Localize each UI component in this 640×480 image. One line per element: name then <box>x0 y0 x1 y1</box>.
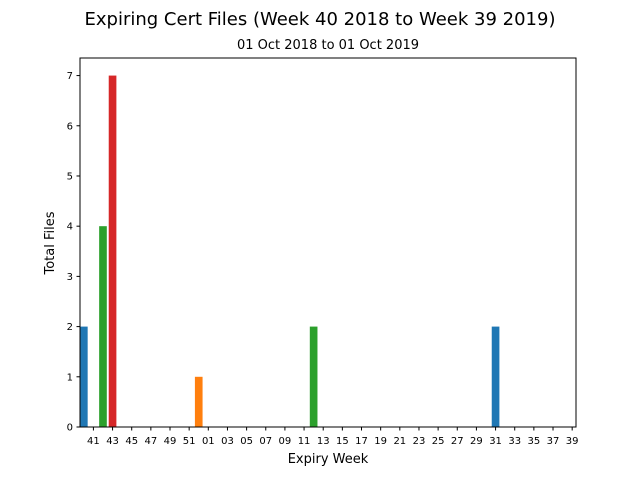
plot-frame <box>79 57 577 428</box>
x-tick-label: 33 <box>508 436 521 447</box>
x-tick-label: 35 <box>528 436 541 447</box>
x-tick-label: 19 <box>374 436 387 447</box>
bar <box>309 326 318 427</box>
x-tick-label: 31 <box>489 436 502 447</box>
x-tick-label: 11 <box>298 436 311 447</box>
x-tick-label: 51 <box>183 436 196 447</box>
x-tick-label: 01 <box>202 436 215 447</box>
x-tick-label: 15 <box>336 436 349 447</box>
x-axis-label: Expiry Week <box>288 452 369 467</box>
x-tick-label: 49 <box>164 436 177 447</box>
x-tick-label: 21 <box>393 436 406 447</box>
x-tick-label: 17 <box>355 436 368 447</box>
y-tick-label: 4 <box>67 222 73 233</box>
x-tick-label: 03 <box>221 436 234 447</box>
x-tick-label: 13 <box>317 436 330 447</box>
y-tick-label: 1 <box>67 372 73 383</box>
x-tick-label: 07 <box>259 436 272 447</box>
x-tick-label: 41 <box>87 436 100 447</box>
x-tick-label: 47 <box>144 436 157 447</box>
bar <box>194 376 203 427</box>
y-tick-label: 6 <box>67 121 73 132</box>
x-tick-label: 43 <box>106 436 119 447</box>
x-tick-label: 09 <box>279 436 292 447</box>
bar <box>99 226 107 427</box>
bar <box>80 326 88 427</box>
y-tick-label: 0 <box>67 423 73 434</box>
chart-subtitle: 01 Oct 2018 to 01 Oct 2019 <box>237 38 419 53</box>
y-tick-label: 3 <box>67 272 73 283</box>
x-tick-label: 37 <box>547 436 560 447</box>
y-axis-label: Total Files <box>43 211 58 275</box>
bar <box>108 75 117 428</box>
y-tick-label: 5 <box>67 171 73 182</box>
x-tick-label: 23 <box>413 436 426 447</box>
chart-title: Expiring Cert Files (Week 40 2018 to Wee… <box>85 9 556 30</box>
x-tick-label: 27 <box>451 436 464 447</box>
bar <box>491 326 500 427</box>
y-tick-label: 7 <box>67 71 73 82</box>
x-tick-label: 29 <box>470 436 483 447</box>
x-tick-label: 05 <box>240 436 253 447</box>
x-tick-label: 45 <box>125 436 138 447</box>
y-tick-label: 2 <box>67 322 73 333</box>
x-tick-label: 25 <box>432 436 445 447</box>
x-tick-label: 39 <box>566 436 579 447</box>
